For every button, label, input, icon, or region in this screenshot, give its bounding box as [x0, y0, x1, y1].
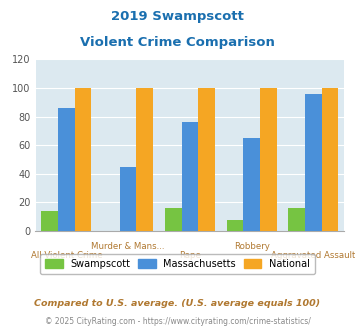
Bar: [75, 88, 91, 231]
Bar: [120, 167, 136, 231]
Bar: [227, 219, 244, 231]
Text: All Violent Crime: All Violent Crime: [31, 251, 102, 260]
Bar: [58, 108, 75, 231]
Text: Violent Crime Comparison: Violent Crime Comparison: [80, 36, 275, 49]
Bar: [289, 208, 305, 231]
Bar: [305, 94, 322, 231]
Bar: [182, 122, 198, 231]
Text: © 2025 CityRating.com - https://www.cityrating.com/crime-statistics/: © 2025 CityRating.com - https://www.city…: [45, 317, 310, 326]
Bar: [244, 138, 260, 231]
Bar: [136, 88, 153, 231]
Bar: [260, 88, 277, 231]
Text: 2019 Swampscott: 2019 Swampscott: [111, 10, 244, 23]
Bar: [198, 88, 215, 231]
Bar: [165, 208, 182, 231]
Text: Robbery: Robbery: [234, 243, 270, 251]
Legend: Swampscott, Massachusetts, National: Swampscott, Massachusetts, National: [40, 254, 315, 274]
Text: Rape: Rape: [179, 251, 201, 260]
Bar: [42, 211, 58, 231]
Text: Aggravated Assault: Aggravated Assault: [271, 251, 355, 260]
Text: Murder & Mans...: Murder & Mans...: [91, 243, 165, 251]
Text: Compared to U.S. average. (U.S. average equals 100): Compared to U.S. average. (U.S. average …: [34, 299, 321, 308]
Bar: [322, 88, 338, 231]
